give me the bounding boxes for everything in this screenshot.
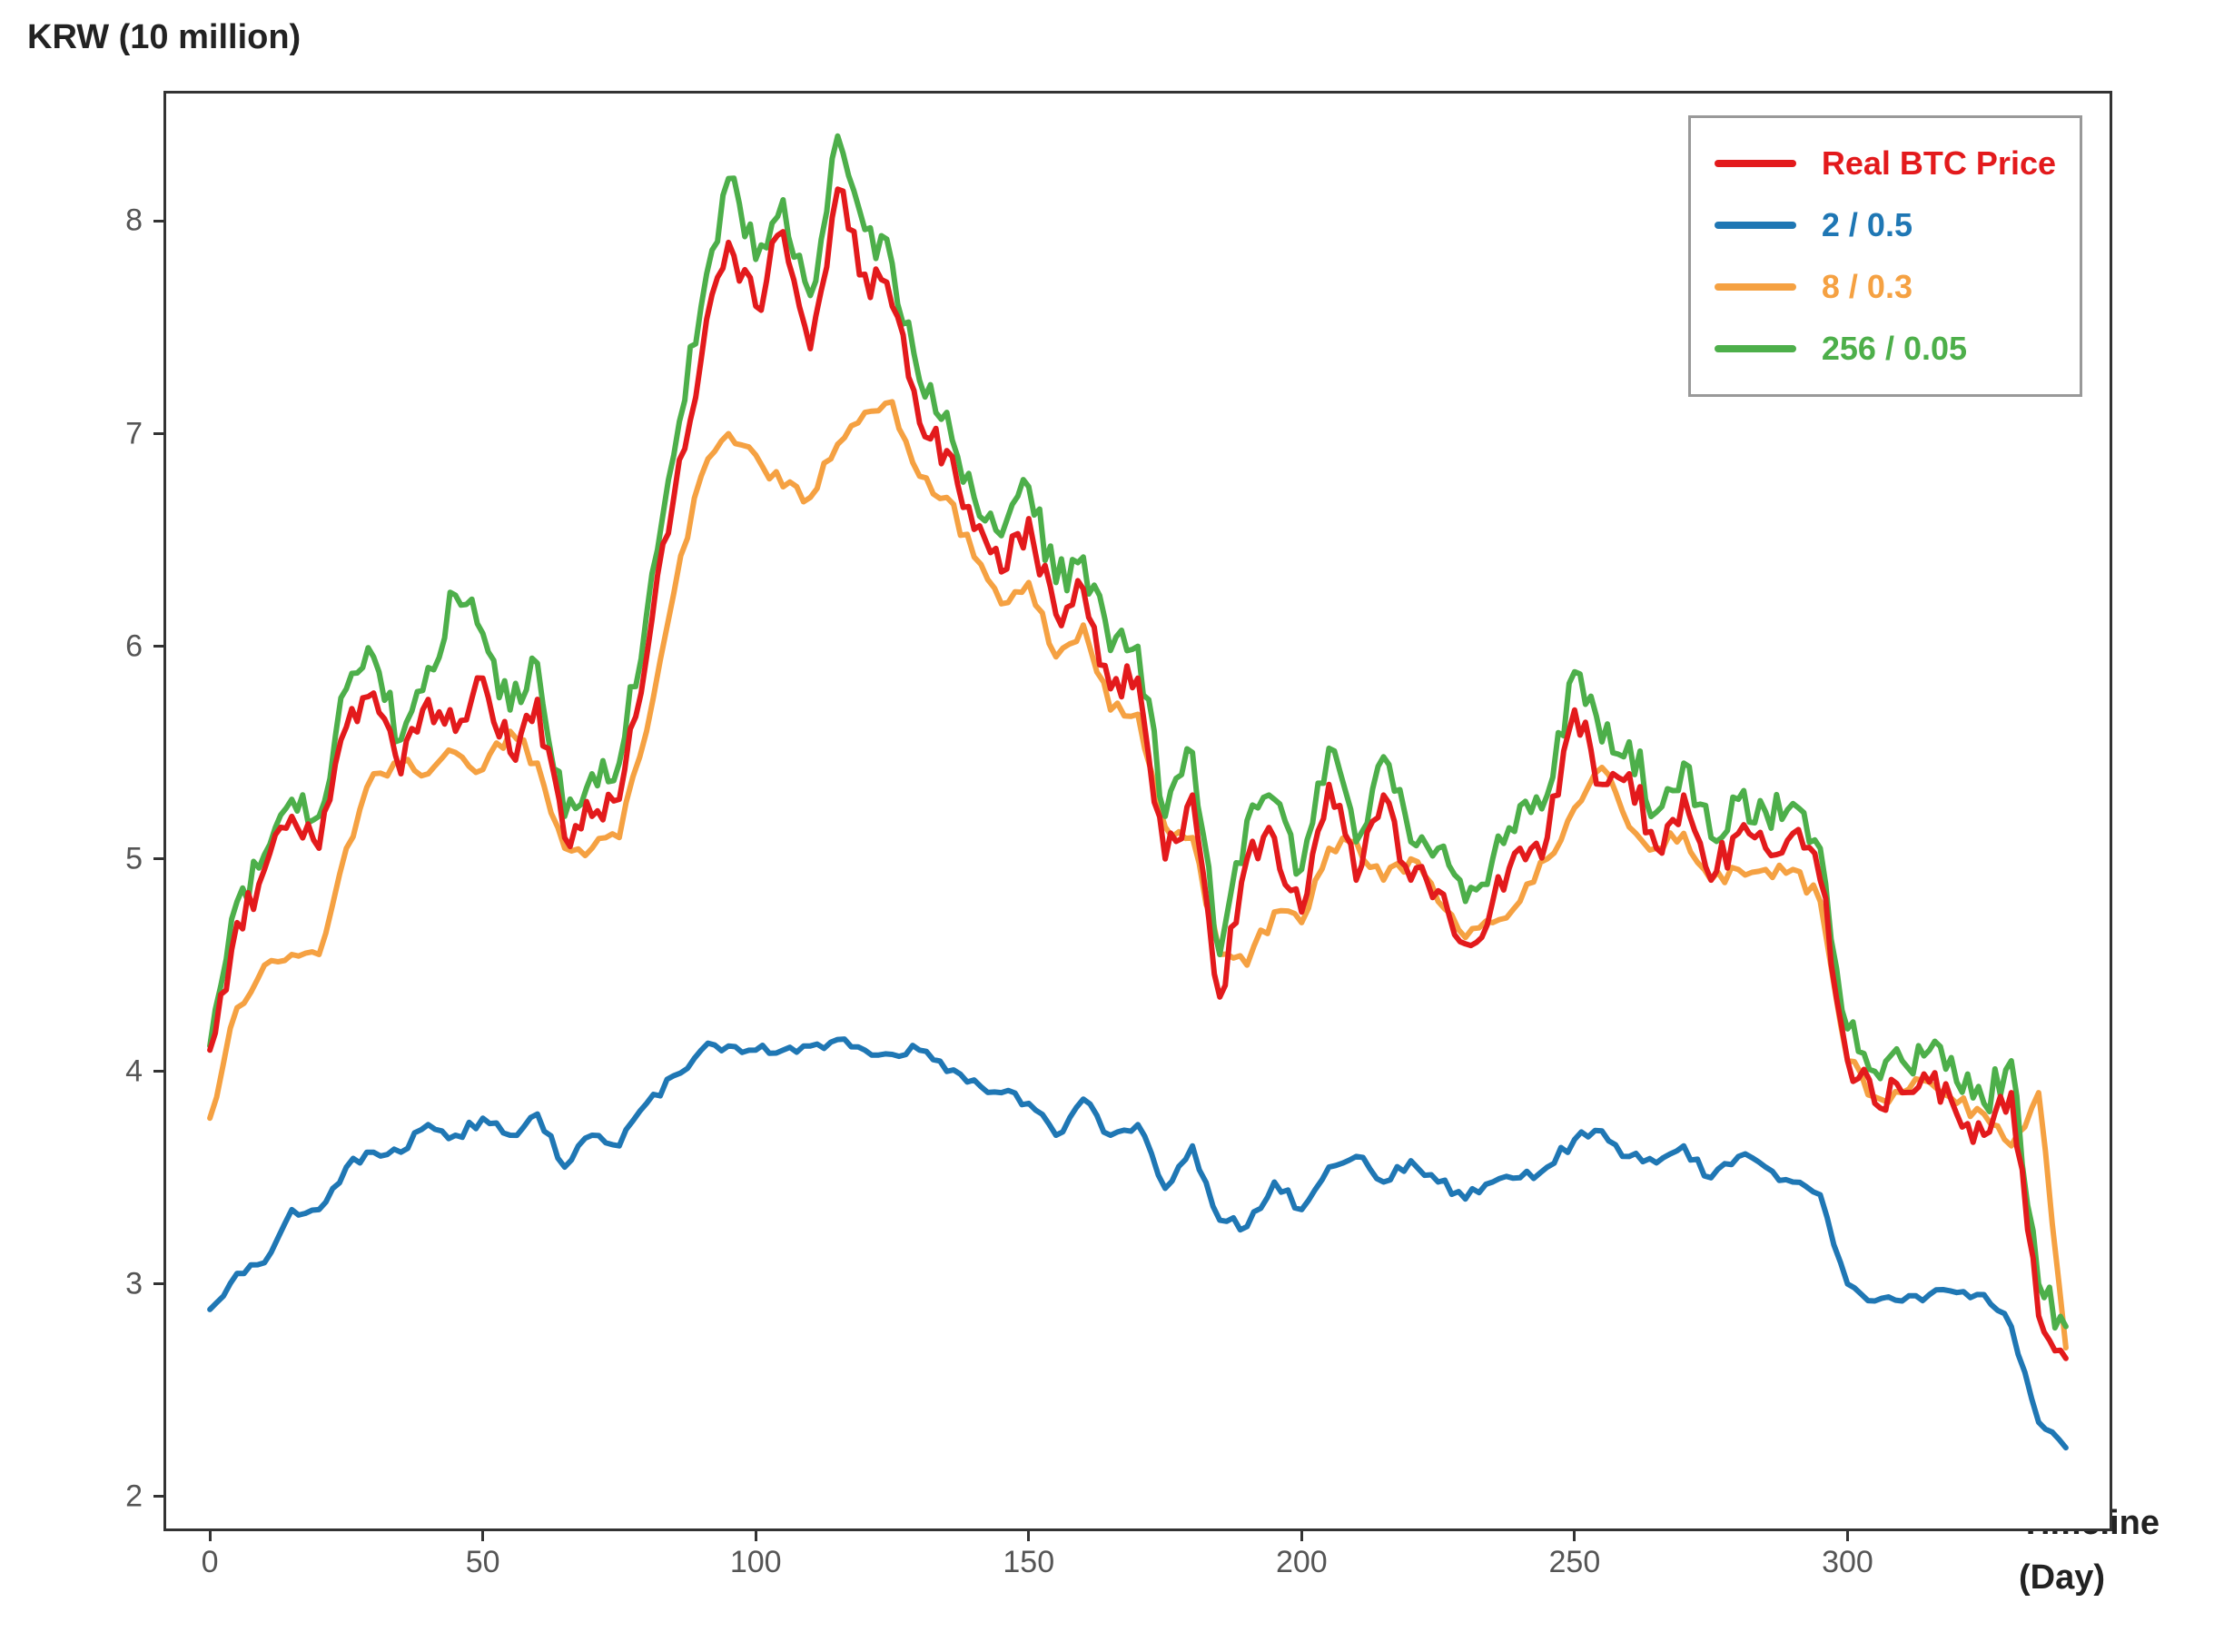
- xtick-mark: [1573, 1528, 1576, 1541]
- ytick-mark: [153, 1495, 166, 1498]
- legend-item: 2 / 0.5: [1715, 194, 2056, 256]
- xtick-label: 50: [466, 1545, 500, 1580]
- xtick-label: 300: [1822, 1545, 1873, 1580]
- legend-item: Real BTC Price: [1715, 133, 2056, 194]
- xtick-label: 0: [202, 1545, 219, 1580]
- legend-item: 8 / 0.3: [1715, 256, 2056, 318]
- xtick-label: 200: [1276, 1545, 1328, 1580]
- ytick-mark: [153, 645, 166, 648]
- xtick-mark: [755, 1528, 757, 1541]
- legend-label: Real BTC Price: [1822, 144, 2056, 183]
- legend-label: 2 / 0.5: [1822, 206, 1913, 244]
- ytick-label: 7: [88, 416, 143, 451]
- x-axis-label-line2: (Day): [2019, 1558, 2105, 1598]
- xtick-label: 100: [730, 1545, 782, 1580]
- plot-area: Real BTC Price 2 / 0.5 8 / 0.3 256 / 0.05 2…: [163, 91, 2112, 1531]
- legend: Real BTC Price 2 / 0.5 8 / 0.3 256 / 0.05: [1688, 115, 2082, 397]
- ytick-label: 8: [88, 203, 143, 239]
- xtick-mark: [481, 1528, 484, 1541]
- xtick-mark: [1027, 1528, 1030, 1541]
- series-blue: [210, 1039, 2066, 1448]
- ytick-mark: [153, 432, 166, 435]
- ytick-label: 2: [88, 1479, 143, 1514]
- y-axis-label: KRW (10 million): [27, 18, 301, 57]
- ytick-label: 5: [88, 841, 143, 876]
- ytick-label: 3: [88, 1266, 143, 1301]
- series-orange: [210, 401, 2066, 1348]
- xtick-mark: [209, 1528, 212, 1541]
- xtick-mark: [1846, 1528, 1849, 1541]
- legend-swatch: [1715, 222, 1796, 229]
- legend-label: 8 / 0.3: [1822, 268, 1913, 306]
- ytick-label: 6: [88, 628, 143, 664]
- ytick-mark: [153, 1070, 166, 1073]
- xtick-label: 150: [1003, 1545, 1054, 1580]
- xtick-label: 250: [1549, 1545, 1601, 1580]
- ytick-mark: [153, 857, 166, 860]
- legend-swatch: [1715, 160, 1796, 167]
- ytick-label: 4: [88, 1054, 143, 1089]
- ytick-mark: [153, 220, 166, 223]
- legend-item: 256 / 0.05: [1715, 318, 2056, 380]
- legend-swatch: [1715, 283, 1796, 291]
- legend-swatch: [1715, 345, 1796, 352]
- xtick-mark: [1300, 1528, 1303, 1541]
- ytick-mark: [153, 1282, 166, 1285]
- chart-container: KRW (10 million) Timeline (Day) Real BTC…: [0, 0, 2214, 1652]
- legend-label: 256 / 0.05: [1822, 330, 1967, 368]
